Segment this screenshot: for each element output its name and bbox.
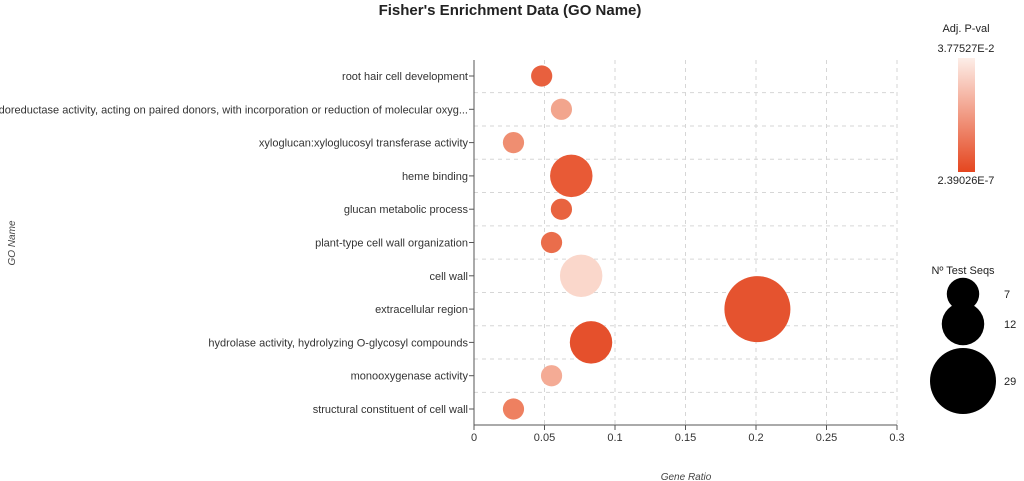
- y-axis-title: GO Name: [7, 220, 18, 265]
- data-point: [724, 276, 791, 343]
- size-legend-label: 7: [1004, 289, 1010, 301]
- x-tick-label: 0.3: [889, 432, 904, 444]
- data-point: [559, 254, 603, 298]
- y-category-label: glucan metabolic process: [344, 204, 469, 216]
- y-category-label: structural constituent of cell wall: [313, 404, 468, 416]
- data-point: [569, 321, 613, 364]
- data-point: [531, 65, 553, 87]
- y-category-label: extracellular region: [375, 304, 468, 316]
- y-category-label: heme binding: [402, 171, 468, 183]
- y-category-label: xyloglucan:xyloglucosyl transferase acti…: [259, 138, 469, 150]
- data-point: [550, 154, 593, 198]
- data-point: [550, 98, 573, 120]
- y-category-label: root hair cell development: [342, 71, 468, 83]
- color-legend-gradient: [958, 58, 975, 172]
- color-legend: Adj. P-val 3.77527E-2 2.39026E-7: [938, 23, 995, 187]
- y-category-label: monooxygenase activity: [351, 371, 469, 383]
- data-point: [540, 231, 563, 254]
- size-legend-circle: [946, 277, 980, 311]
- x-tick-label: 0.15: [675, 432, 696, 444]
- size-legend-circle: [941, 302, 985, 346]
- color-legend-min: 2.39026E-7: [938, 175, 995, 187]
- x-tick-label: 0.2: [748, 432, 763, 444]
- data-point: [502, 131, 525, 154]
- data-point: [550, 198, 573, 220]
- chart-title: Fisher's Enrichment Data (GO Name): [379, 2, 642, 19]
- y-category-label: oxidoreductase activity, acting on paire…: [0, 104, 468, 116]
- x-tick-label: 0.1: [607, 432, 622, 444]
- x-axis: 0 0.05 0.1 0.15 0.2 0.25 0.3: [471, 60, 905, 444]
- data-points: [502, 65, 791, 420]
- y-category-label: hydrolase activity, hydrolyzing O-glycos…: [208, 337, 468, 349]
- color-legend-title: Adj. P-val: [942, 23, 989, 35]
- size-legend-label: 29: [1004, 376, 1016, 388]
- x-tick-label: 0.05: [534, 432, 555, 444]
- size-legend: Nº Test Seqs 7 12 29: [930, 265, 1016, 414]
- y-axis-categories: root hair cell development oxidoreductase…: [0, 71, 474, 416]
- data-point: [540, 365, 563, 387]
- y-category-label: cell wall: [429, 271, 468, 283]
- y-category-label: plant-type cell wall organization: [315, 238, 468, 250]
- data-point: [502, 398, 525, 420]
- x-axis-title: Gene Ratio: [661, 472, 712, 481]
- size-legend-label: 12: [1004, 319, 1016, 331]
- size-legend-title: Nº Test Seqs: [931, 265, 995, 277]
- grid: [474, 60, 898, 425]
- x-tick-label: 0.25: [816, 432, 837, 444]
- x-tick-label: 0: [471, 432, 477, 444]
- color-legend-max: 3.77527E-2: [938, 43, 995, 55]
- size-legend-circle: [930, 348, 996, 414]
